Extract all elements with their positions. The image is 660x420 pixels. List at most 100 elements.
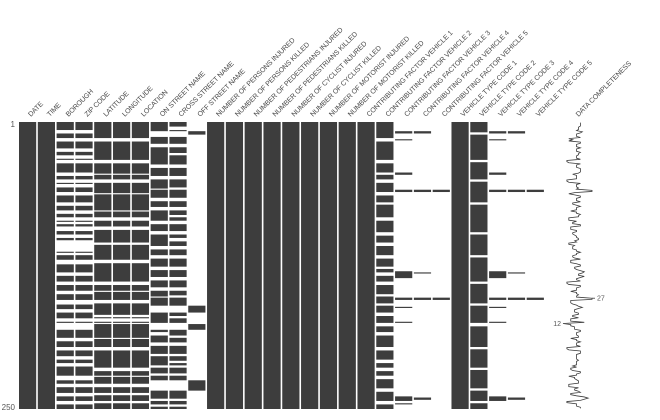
- filled-cells-segment: [470, 134, 488, 160]
- filled-cells-segment: [150, 312, 168, 323]
- filled-cells-segment: [75, 237, 93, 241]
- filled-cells-segment: [169, 270, 187, 277]
- filled-cells-segment: [263, 122, 281, 409]
- filled-cells-segment: [150, 270, 168, 277]
- filled-cells-segment: [150, 234, 168, 246]
- filled-cells-segment: [169, 217, 187, 221]
- filled-cells-segment: [319, 122, 338, 409]
- filled-cells-segment: [56, 251, 74, 253]
- filled-cells-segment: [169, 356, 187, 361]
- filled-cells-segment: [131, 350, 150, 368]
- filled-cells-segment: [37, 122, 55, 409]
- filled-cells-segment: [75, 255, 93, 260]
- matrix-column-vehicle-type-code-1: [451, 122, 469, 409]
- filled-cells-segment: [169, 290, 187, 296]
- filled-cells-segment: [56, 182, 74, 184]
- filled-cells-segment: [94, 122, 112, 139]
- filled-cells-segment: [131, 182, 150, 194]
- filled-cells-segment: [131, 376, 150, 384]
- filled-cells-segment: [169, 179, 187, 188]
- matrix-column-off-street-name: [188, 131, 206, 391]
- filled-cells-segment: [56, 151, 74, 156]
- filled-cells-segment: [150, 224, 168, 232]
- filled-cells-segment: [395, 189, 413, 193]
- filled-cells-segment: [75, 359, 93, 364]
- filled-cells-segment: [507, 397, 526, 400]
- filled-cells-segment: [113, 229, 131, 243]
- filled-cells-segment: [75, 312, 93, 319]
- filled-cells-segment: [75, 285, 93, 291]
- filled-cells-segment: [113, 285, 131, 291]
- filled-cells-segment: [56, 133, 74, 139]
- filled-cells-segment: [470, 326, 488, 347]
- filled-cells-segment: [56, 294, 74, 300]
- filled-cells-segment: [169, 345, 187, 354]
- filled-cells-segment: [75, 224, 93, 227]
- filled-cells-segment: [376, 326, 394, 333]
- filled-cells-segment: [75, 122, 93, 131]
- filled-cells-segment: [131, 338, 150, 348]
- filled-cells-segment: [207, 122, 225, 409]
- filled-cells-segment: [150, 400, 168, 405]
- filled-cells-segment: [75, 294, 93, 300]
- filled-cells-segment: [150, 329, 168, 333]
- filled-cells-segment: [75, 380, 93, 384]
- filled-cells-segment: [113, 291, 131, 300]
- filled-cells-segment: [376, 122, 394, 139]
- filled-cells-segment: [75, 141, 93, 149]
- filled-cells-segment: [56, 264, 74, 273]
- filled-cells-segment: [113, 324, 131, 338]
- filled-cells-segment: [94, 244, 112, 260]
- filled-cells-segment: [470, 257, 488, 282]
- matrix-column-vehicle-type-code-3: [489, 131, 507, 401]
- filled-cells-segment: [94, 350, 112, 368]
- filled-cells-segment: [131, 163, 150, 174]
- filled-cells-segment: [113, 303, 131, 315]
- filled-cells-segment: [75, 404, 93, 409]
- filled-cells-segment: [113, 141, 131, 160]
- filled-cells-segment: [94, 141, 112, 160]
- filled-cells-segment: [376, 296, 394, 304]
- filled-cells-segment: [131, 194, 150, 211]
- filled-cells-segment: [113, 122, 131, 139]
- filled-cells-segment: [56, 321, 74, 323]
- filled-cells-segment: [131, 324, 150, 338]
- filled-cells-segment: [75, 396, 93, 401]
- filled-cells-segment: [113, 387, 131, 393]
- filled-cells-segment: [150, 189, 168, 198]
- filled-cells-segment: [169, 224, 187, 232]
- filled-cells-segment: [94, 194, 112, 211]
- filled-cells-segment: [113, 317, 131, 319]
- filled-cells-segment: [376, 379, 394, 389]
- filled-cells-segment: [376, 174, 394, 180]
- filled-cells-segment: [75, 350, 93, 357]
- matrix-column-cross-street-name: [169, 122, 187, 409]
- filled-cells-segment: [169, 249, 187, 256]
- filled-cells-segment: [376, 404, 394, 409]
- filled-cells-segment: [489, 306, 507, 308]
- filled-cells-segment: [169, 155, 187, 165]
- filled-cells-segment: [94, 291, 112, 300]
- filled-cells-segment: [413, 272, 432, 274]
- filled-cells-segment: [75, 182, 93, 184]
- matrix-column-number-of-persons-injured: [207, 122, 225, 409]
- filled-cells-segment: [56, 304, 74, 310]
- filled-cells-segment: [150, 167, 168, 176]
- filled-cells-segment: [75, 133, 93, 139]
- filled-cells-segment: [376, 268, 394, 273]
- matrix-column-vehicle-type-code-2: [470, 122, 488, 409]
- filled-cells-segment: [75, 151, 93, 156]
- filled-cells-segment: [131, 141, 150, 160]
- filled-cells-segment: [150, 201, 168, 207]
- filled-cells-segment: [150, 290, 168, 297]
- filled-cells-segment: [169, 234, 187, 238]
- filled-cells-segment: [150, 147, 168, 165]
- filled-cells-segment: [131, 317, 150, 319]
- filled-cells-segment: [150, 210, 168, 221]
- filled-cells-segment: [150, 136, 168, 144]
- matrix-column-number-of-cyclist-injured: [282, 122, 300, 409]
- filled-cells-segment: [395, 396, 413, 401]
- filled-cells-segment: [113, 220, 131, 227]
- filled-cells-segment: [470, 283, 488, 304]
